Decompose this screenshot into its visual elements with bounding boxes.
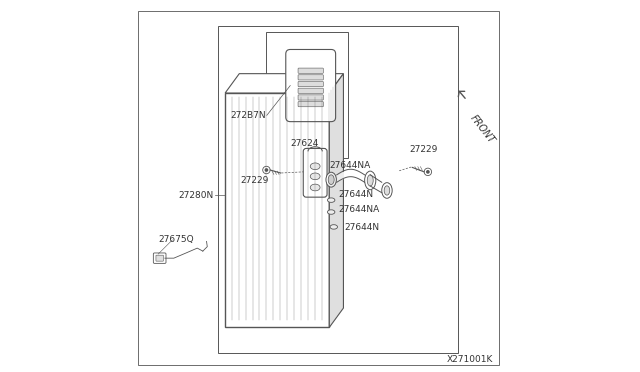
Ellipse shape — [310, 173, 320, 180]
FancyBboxPatch shape — [303, 148, 327, 197]
Text: X271001K: X271001K — [447, 355, 493, 364]
Text: 27624: 27624 — [290, 139, 319, 148]
Text: 272B7N: 272B7N — [230, 111, 266, 120]
Ellipse shape — [367, 175, 373, 186]
Text: 27644N: 27644N — [339, 190, 374, 199]
Ellipse shape — [328, 210, 335, 214]
Ellipse shape — [330, 225, 337, 229]
Ellipse shape — [328, 175, 334, 185]
Ellipse shape — [310, 184, 320, 191]
Bar — [218, 26, 458, 353]
Bar — [266, 32, 348, 158]
Ellipse shape — [310, 163, 320, 170]
Text: 27644NA: 27644NA — [330, 161, 371, 170]
Ellipse shape — [365, 171, 376, 190]
Text: 27280N: 27280N — [179, 191, 214, 200]
Ellipse shape — [384, 186, 390, 195]
FancyBboxPatch shape — [298, 81, 323, 87]
Ellipse shape — [381, 183, 392, 198]
Polygon shape — [225, 74, 344, 93]
FancyBboxPatch shape — [156, 255, 163, 261]
Text: 27229: 27229 — [410, 145, 438, 154]
Ellipse shape — [328, 198, 335, 202]
Text: 27644N: 27644N — [344, 223, 380, 232]
Text: 27675Q: 27675Q — [158, 235, 194, 244]
FancyBboxPatch shape — [286, 49, 335, 122]
Text: 27229: 27229 — [241, 176, 269, 185]
Circle shape — [264, 168, 268, 172]
FancyBboxPatch shape — [298, 75, 323, 80]
Ellipse shape — [326, 172, 337, 187]
FancyBboxPatch shape — [298, 88, 323, 93]
FancyBboxPatch shape — [298, 102, 323, 107]
FancyBboxPatch shape — [298, 68, 323, 73]
Text: FRONT: FRONT — [468, 113, 497, 146]
FancyBboxPatch shape — [298, 95, 323, 100]
Polygon shape — [330, 74, 344, 327]
Text: 27644NA: 27644NA — [339, 205, 380, 214]
Circle shape — [426, 170, 429, 174]
Bar — [225, 93, 330, 327]
FancyBboxPatch shape — [154, 253, 166, 263]
